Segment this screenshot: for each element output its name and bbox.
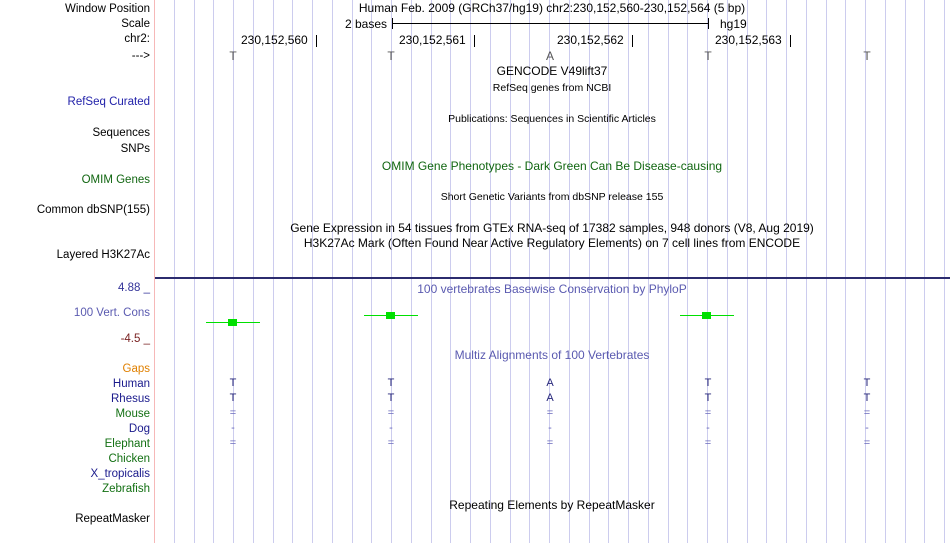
track-description-phylop[interactable]: 100 vertebrates Basewise Conservation by…: [417, 282, 687, 296]
alignment-cell: T: [229, 377, 237, 389]
track-label[interactable]: RepeatMasker: [75, 513, 150, 525]
track-description-h3k27ac[interactable]: H3K27Ac Mark (Often Found Near Active Re…: [303, 236, 801, 250]
alignment-cell: T: [704, 392, 712, 404]
reference-base: A: [545, 49, 554, 63]
track-description-gtex[interactable]: Gene Expression in 54 tissues from GTEx …: [290, 221, 814, 235]
track-label[interactable]: Scale: [121, 18, 150, 30]
reference-base: T: [229, 49, 237, 63]
alignment-cell: =: [704, 407, 712, 419]
coordinate-tick: [632, 35, 633, 47]
track-description-omim[interactable]: OMIM Gene Phenotypes - Dark Green Can Be…: [381, 159, 723, 173]
track-description-publications[interactable]: Publications: Sequences in Scientific Ar…: [448, 113, 656, 125]
track-label[interactable]: chr2:: [124, 33, 150, 45]
track-left-boundary-line: [154, 0, 155, 543]
track-label[interactable]: RefSeq Curated: [67, 96, 150, 108]
alignment-cell: T: [704, 377, 712, 389]
reference-base: T: [387, 49, 395, 63]
alignment-cell: =: [229, 407, 237, 419]
alignment-cell: A: [546, 377, 554, 389]
window-position-title: Human Feb. 2009 (GRCh37/hg19) chr2:230,1…: [358, 1, 746, 15]
alignment-cell: =: [863, 407, 871, 419]
track-description-multiz[interactable]: Multiz Alignments of 100 Vertebrates: [454, 348, 650, 362]
track-label[interactable]: Dog: [128, 423, 150, 435]
alignment-cell: =: [704, 437, 712, 449]
track-label[interactable]: Rhesus: [111, 393, 150, 405]
track-label[interactable]: Common dbSNP(155): [36, 204, 150, 216]
coordinate-label: 230,152,560: [241, 33, 308, 47]
scale-bar-tick-left: [392, 18, 393, 29]
conservation-track-separator: [155, 277, 950, 279]
coordinate-tick: [316, 35, 317, 47]
track-label[interactable]: Layered H3K27Ac: [56, 249, 150, 261]
track-label[interactable]: Chicken: [108, 453, 150, 465]
coordinate-tick: [474, 35, 475, 47]
track-description-refseq-ncbi[interactable]: RefSeq genes from NCBI: [492, 82, 612, 94]
reference-base: T: [704, 49, 712, 63]
alignment-cell: A: [546, 392, 554, 404]
alignment-cell: =: [546, 437, 554, 449]
coordinate-label: 230,152,561: [399, 33, 466, 47]
track-description-gencode[interactable]: GENCODE V49lift37: [496, 64, 608, 78]
alignment-cell: T: [387, 392, 395, 404]
alignment-cell: =: [863, 437, 871, 449]
track-label[interactable]: SNPs: [120, 143, 150, 155]
scale-bar-line: [392, 23, 708, 24]
alignment-cell: =: [229, 437, 237, 449]
scale-bar-tick-right: [708, 18, 709, 29]
alignment-cell: T: [387, 377, 395, 389]
alignment-cell: T: [863, 392, 871, 404]
alignment-cell: -: [865, 422, 869, 434]
assembly-db-tag: hg19: [720, 17, 747, 31]
track-label[interactable]: Sequences: [92, 127, 150, 139]
scale-bar-label: 2 bases: [345, 17, 388, 31]
alignment-cell: =: [387, 437, 395, 449]
alignment-cell: =: [387, 407, 395, 419]
track-label[interactable]: 4.88 _: [118, 282, 150, 294]
track-label[interactable]: --->: [131, 50, 150, 62]
track-label[interactable]: OMIM Genes: [81, 174, 150, 186]
alignment-cell: -: [548, 422, 552, 434]
track-label[interactable]: Window Position: [64, 3, 150, 15]
track-description-repeatmasker[interactable]: Repeating Elements by RepeatMasker: [449, 498, 655, 512]
track-label[interactable]: Zebrafish: [102, 483, 150, 495]
alignment-cell: T: [229, 392, 237, 404]
track-label[interactable]: Human: [112, 378, 150, 390]
alignment-cell: T: [863, 377, 871, 389]
alignment-cell: -: [706, 422, 710, 434]
track-label[interactable]: -4.5 _: [120, 333, 150, 345]
track-label[interactable]: 100 Vert. Cons: [73, 307, 150, 319]
coordinate-label: 230,152,562: [557, 33, 624, 47]
track-label[interactable]: Gaps: [122, 363, 151, 375]
track-label[interactable]: Elephant: [104, 438, 150, 450]
alignment-cell: -: [389, 422, 393, 434]
track-label-column: Window Position Scale chr2: ---> RefSeq Cura…: [0, 0, 152, 543]
track-description-dbsnp[interactable]: Short Genetic Variants from dbSNP releas…: [440, 191, 664, 203]
track-label[interactable]: Mouse: [115, 408, 150, 420]
alignment-cell: =: [546, 407, 554, 419]
coordinate-label: 230,152,563: [715, 33, 782, 47]
phylop-bar[interactable]: [702, 312, 711, 319]
track-label[interactable]: X_tropicalis: [90, 468, 150, 480]
alignment-cell: -: [231, 422, 235, 434]
phylop-bar[interactable]: [228, 319, 237, 326]
coordinate-tick: [790, 35, 791, 47]
phylop-bar[interactable]: [386, 312, 395, 319]
reference-base: T: [863, 49, 871, 63]
